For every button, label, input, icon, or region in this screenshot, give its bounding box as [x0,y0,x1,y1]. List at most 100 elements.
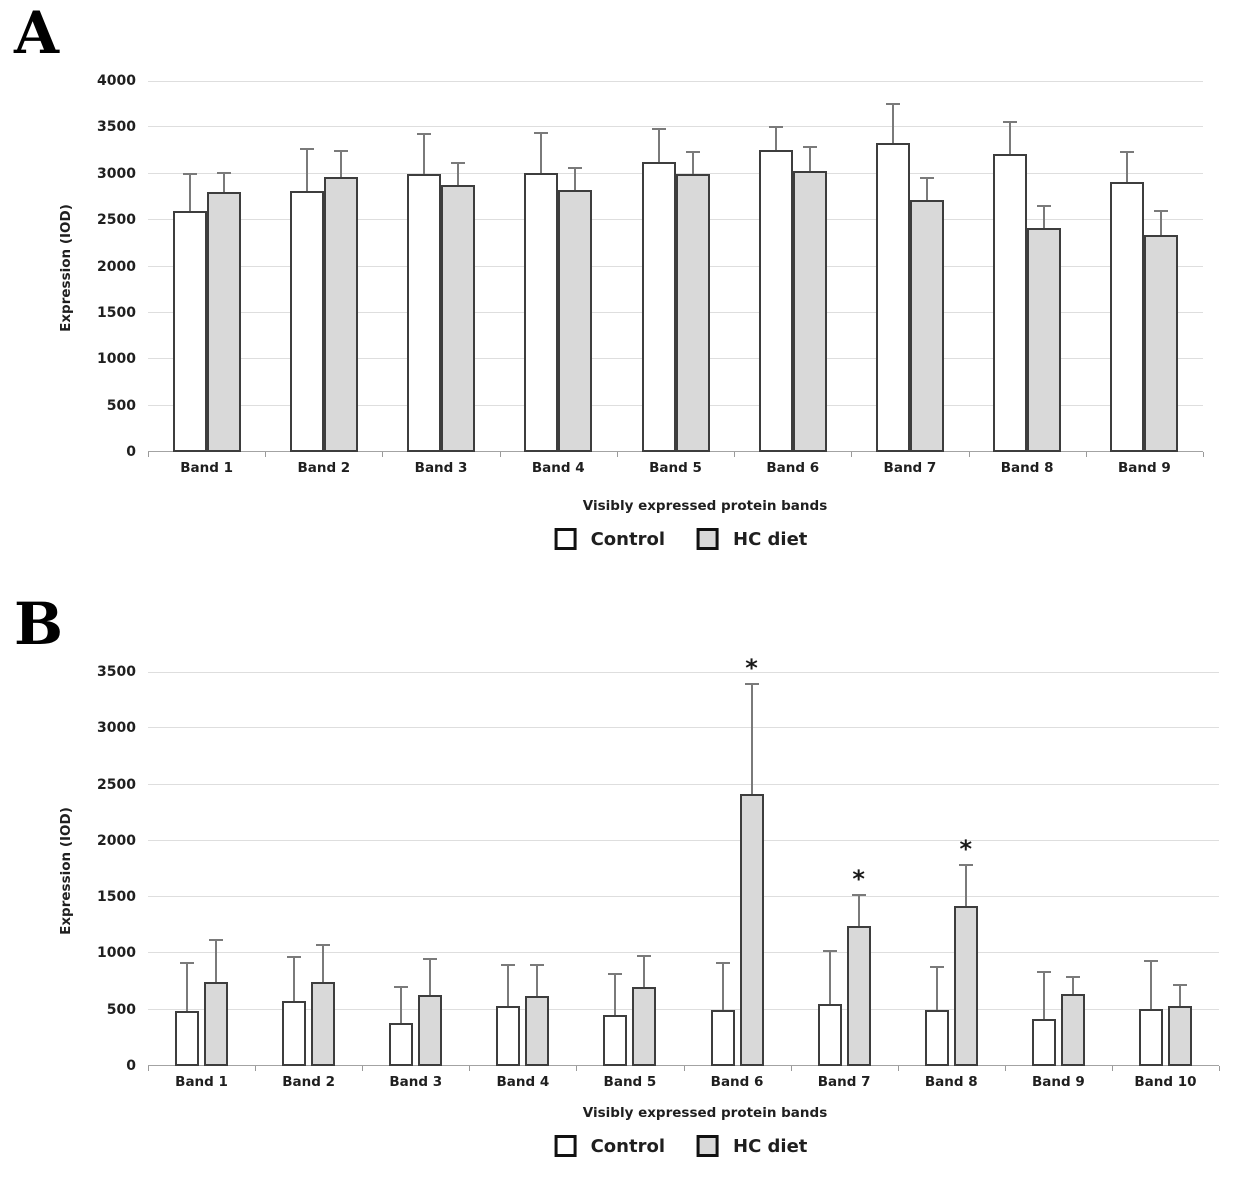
error-bar-control-band-3 [400,986,403,1023]
legend-swatch-control [554,1135,577,1157]
error-bar-control-band-10 [1149,960,1152,1009]
gridline [148,172,1203,174]
x-tick-label: Band 7 [883,460,937,476]
y-tick-label: 3500 [97,119,136,136]
error-bar-cap [1037,205,1052,208]
bar-hc-diet-band-10 [1167,1006,1192,1066]
error-bar-cap [530,963,545,966]
bar-hc-diet-band-1 [204,982,229,1066]
x-tick-label: Band 2 [297,460,351,476]
x-axis-tick [362,1066,364,1071]
panel-b-letter: B [14,590,64,658]
error-bar-control-band-9 [1126,151,1129,183]
x-tick-label: Band 1 [180,460,233,476]
error-bar-cap [299,147,314,150]
x-tick-label: Band 2 [282,1074,336,1090]
bar-hc-diet-band-3 [418,995,443,1066]
legend-swatch-hc-diet [697,1135,719,1157]
x-tick-label: Band 5 [603,1074,657,1090]
error-bar-cap [216,171,231,174]
y-tick-label: 1500 [97,304,136,321]
x-axis-line [148,1065,1219,1066]
error-bar-cap [451,161,466,164]
x-axis-tick [683,1066,685,1071]
error-bar-hc-diet-band-6 [750,683,753,794]
error-bar-cap [209,938,224,941]
x-axis-tick [148,1066,149,1071]
error-bar-cap [822,950,837,953]
bar-control-band-5 [603,1014,628,1066]
error-bar-hc-diet-band-9 [1071,975,1074,994]
error-bar-cap [568,167,583,170]
error-bar-cap [1065,975,1080,978]
bar-control-band-10 [1138,1008,1163,1066]
x-tick-label: Band 9 [1117,460,1171,476]
error-bar-hc-diet-band-1 [222,171,225,193]
x-tick-label: Band 9 [1031,1074,1085,1090]
bar-control-band-4 [524,172,559,452]
y-tick-label: 2500 [97,212,136,229]
error-bar-hc-diet-band-3 [457,161,460,185]
error-bar-cap [316,944,331,947]
plot-area-a: 0 500 1000 1500 2000 2500 3000 3500 4000 Band 1 Ba… [97,74,1204,475]
bar-control-band-2 [289,191,324,452]
error-bar-hc-diet-band-8 [1043,205,1046,229]
error-bar-cap [180,961,195,964]
legend-b: Control HC diet [554,1135,826,1157]
bar-hc-diet-band-3 [441,184,476,452]
y-tick-label: 2000 [97,258,136,275]
error-bar-hc-diet-band-7 [925,177,928,200]
x-axis-tick [148,452,149,457]
x-axis-tick [897,1066,899,1071]
gridline [148,839,1219,841]
y-tick-label: 0 [126,444,136,460]
error-bar-cap [417,132,432,135]
y-tick-label: 1000 [97,945,136,962]
error-bar-cap [744,683,759,686]
error-bar-cap [851,893,866,896]
bar-control-band-8 [924,1010,949,1066]
x-tick-label: Band 4 [496,1074,550,1090]
bar-control-band-7 [875,143,910,452]
x-tick-label: Band 6 [766,460,820,476]
bar-control-band-4 [496,1005,521,1066]
error-bar-hc-diet-band-2 [322,944,325,983]
y-tick-label: 2500 [97,776,136,793]
bar-control-band-3 [407,173,442,452]
error-bar-control-band-4 [507,964,510,1006]
error-bar-control-band-1 [186,961,189,1011]
error-bar-cap [287,955,302,958]
significance-asterisk-band-6: * [745,654,758,683]
error-bar-control-band-6 [721,962,724,1010]
x-tick-label: Band 10 [1134,1074,1197,1090]
bar-hc-diet-band-8 [1027,228,1062,452]
error-bar-hc-diet-band-9 [1160,209,1163,235]
x-axis-tick [616,452,618,457]
error-bar-cap [958,864,973,867]
x-axis-tick [1219,1066,1220,1071]
bar-control-band-1 [172,210,207,452]
legend-label-control: Control [590,528,665,550]
error-bar-cap [919,177,934,180]
bar-control-band-2 [282,1001,307,1066]
legend-label-hc-diet: HC diet [733,1135,808,1157]
y-tick-label: 500 [106,397,136,414]
legend-label-control: Control [590,1135,665,1157]
bar-control-band-9 [1031,1018,1056,1066]
error-bar-cap [637,955,652,958]
gridline [148,126,1203,128]
error-bar-cap [501,964,516,967]
error-bar-hc-diet-band-4 [574,167,577,191]
x-tick-label: Band 6 [710,1074,764,1090]
legend-label-hc-diet: HC diet [733,528,808,550]
error-bar-cap [929,965,944,968]
error-bar-cap [608,973,623,976]
bar-control-band-1 [175,1010,200,1066]
error-bar-cap [1036,970,1051,973]
error-bar-cap [768,125,783,128]
error-bar-cap [1120,151,1135,154]
error-bar-control-band-2 [293,955,296,1002]
error-bar-cap [333,149,348,152]
bar-hc-diet-band-2 [323,176,358,452]
x-axis-tick [382,452,384,457]
